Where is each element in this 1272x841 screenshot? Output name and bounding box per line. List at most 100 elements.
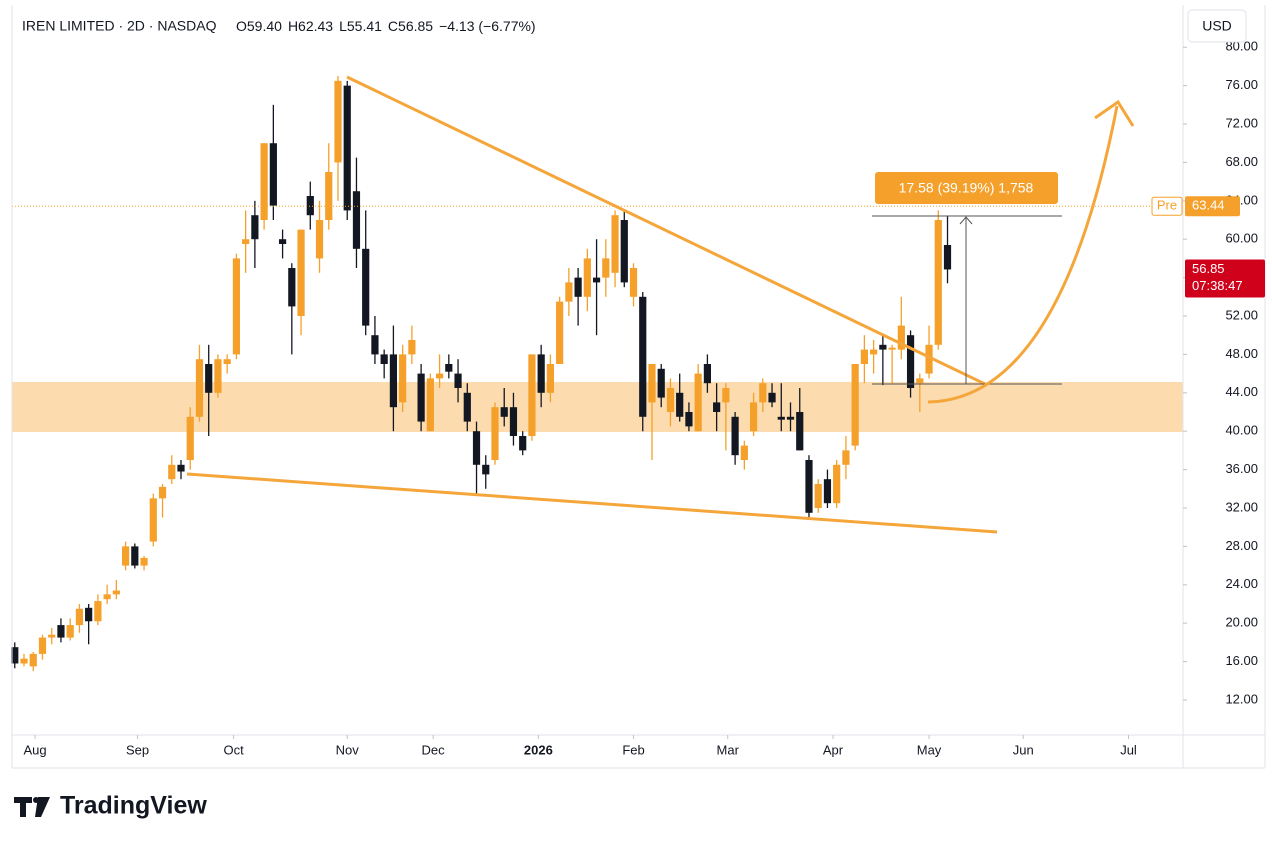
- brand-icon-dot: [33, 797, 39, 803]
- candle-body: [897, 325, 905, 350]
- candle-body: [306, 196, 314, 216]
- candle-body: [556, 301, 564, 365]
- candle-body: [232, 258, 241, 355]
- candle-body: [269, 143, 277, 206]
- candle-body: [85, 607, 93, 622]
- candle-body: [519, 435, 527, 451]
- candle-body: [177, 464, 185, 472]
- measure-label-box: [875, 172, 1058, 204]
- x-tick-label: Feb: [622, 742, 644, 757]
- candle-body: [833, 464, 841, 504]
- candle-body: [57, 625, 65, 638]
- ohlc-stat: L55.41: [339, 18, 382, 34]
- candle-body: [66, 625, 74, 638]
- candle-body: [916, 378, 924, 384]
- symbol-title: IREN LIMITED · 2D · NASDAQ: [22, 18, 217, 34]
- candle-body: [565, 282, 573, 302]
- candle-body: [879, 344, 887, 350]
- candle-body: [768, 392, 776, 403]
- brand-name: TradingView: [60, 792, 207, 820]
- y-tick-label: 52.00: [1225, 307, 1258, 322]
- pre-market-tag: Pre: [1157, 198, 1177, 213]
- candle-body: [195, 359, 204, 417]
- candle-body: [620, 220, 628, 283]
- currency[interactable]: USD: [1202, 18, 1232, 34]
- ohlc-stats: O59.40 H62.43 L55.41 C56.85 −4.13 (−6.77%): [236, 18, 536, 34]
- candle-body: [242, 239, 250, 245]
- y-tick-label: 28.00: [1225, 538, 1258, 553]
- ohlc-stat: O59.40: [236, 18, 282, 34]
- candle-body: [103, 594, 111, 600]
- x-tick-label: Mar: [717, 742, 740, 757]
- candle-body: [583, 258, 591, 297]
- candle-body: [870, 349, 878, 355]
- brand-logo: TradingView: [14, 792, 207, 820]
- candle-body: [676, 392, 684, 417]
- candle-body: [537, 354, 545, 393]
- y-tick-label: 44.00: [1225, 384, 1258, 399]
- candle-body: [657, 368, 665, 398]
- candle-body: [722, 387, 730, 403]
- y-tick-label: 48.00: [1225, 346, 1258, 361]
- candle-body: [260, 143, 268, 221]
- candle-body: [574, 277, 582, 297]
- candle-body: [759, 383, 767, 403]
- candle-body: [371, 335, 379, 355]
- measure-arrowhead: [959, 216, 973, 225]
- candle-body: [500, 407, 508, 417]
- candle-body: [334, 80, 342, 163]
- candle-body: [639, 296, 647, 417]
- y-tick-label: 16.00: [1225, 653, 1258, 668]
- candle-body: [713, 402, 721, 412]
- candle-body: [288, 268, 296, 307]
- candle-body: [740, 445, 748, 460]
- projection-arrow: [927, 105, 1119, 404]
- candle-body: [925, 344, 933, 374]
- candle-body: [408, 340, 416, 355]
- candle-body: [491, 407, 499, 460]
- pre-market-price-box: [1185, 196, 1240, 217]
- currency-button[interactable]: [1187, 9, 1247, 43]
- candle-body: [112, 590, 120, 595]
- candle-body: [426, 378, 434, 432]
- candle-body: [472, 431, 481, 465]
- candle-body: [205, 364, 213, 393]
- candle-body: [168, 464, 176, 480]
- candle-body: [805, 459, 813, 513]
- candle-body: [749, 402, 758, 432]
- candle-body: [611, 215, 619, 273]
- last-price-box: [1185, 259, 1265, 298]
- candle-body: [186, 416, 194, 460]
- x-tick-label: Jun: [1013, 742, 1034, 757]
- candle-body: [140, 557, 148, 566]
- candle-body: [823, 479, 832, 504]
- candle-body: [325, 172, 333, 221]
- candle-body: [943, 244, 952, 270]
- upper-trendline: [346, 75, 986, 386]
- candle-body: [11, 647, 19, 664]
- candle-body: [399, 354, 407, 403]
- candle-body: [906, 335, 915, 388]
- candle-body: [251, 215, 259, 240]
- candle-body: [546, 364, 555, 393]
- x-tick-label: Oct: [224, 742, 245, 757]
- pre-market-tag-box: [1151, 196, 1183, 216]
- candle-body: [842, 450, 850, 465]
- candle-body: [362, 248, 370, 326]
- y-tick-label: 36.00: [1225, 461, 1258, 476]
- candle-body: [48, 634, 56, 638]
- candle-body: [315, 220, 324, 259]
- x-tick-label: Apr: [823, 742, 844, 757]
- y-tick-label: 68.00: [1225, 154, 1258, 169]
- candle-body: [666, 387, 675, 412]
- candle-body: [121, 546, 130, 566]
- ohlc-stat: −4.13 (−6.77%): [439, 18, 536, 34]
- candle-body: [592, 277, 601, 283]
- measure-label: 17.58 (39.19%) 1,758: [899, 180, 1034, 196]
- candle-body: [278, 239, 287, 245]
- candle-body: [888, 347, 896, 350]
- ohlc-stat: C56.85: [388, 18, 433, 34]
- candle-body: [685, 411, 693, 427]
- candle-body: [435, 373, 444, 379]
